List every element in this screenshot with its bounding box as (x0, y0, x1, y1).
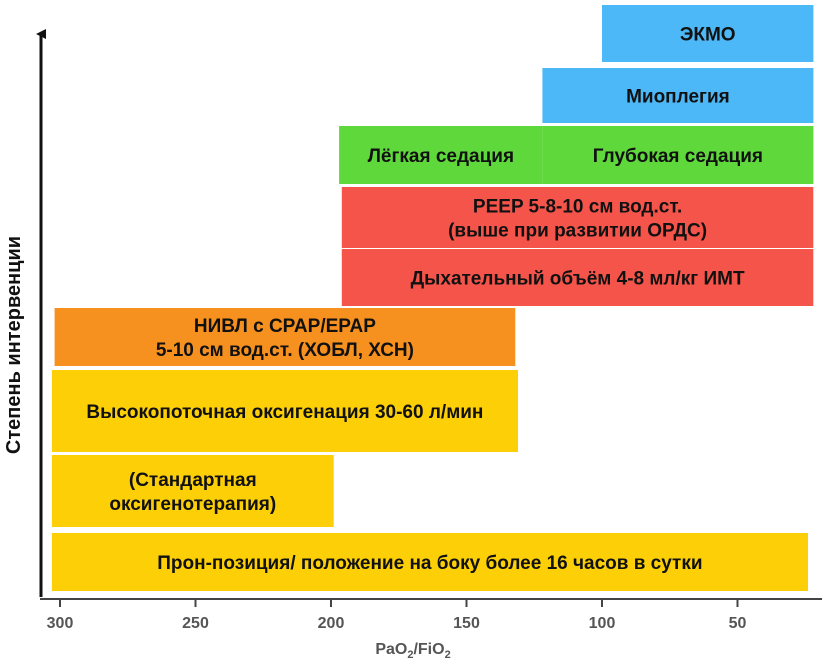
bar-prone (51, 533, 808, 591)
x-tick-label-250: 250 (182, 615, 209, 632)
x-axis-title-sub1: 2 (407, 649, 413, 661)
bar-label-niv-2: 5-10 см вод.ст. (ХОБЛ, ХСН) (156, 340, 414, 361)
ticks-layer: 300 250 200 150 100 50 (47, 599, 747, 632)
bar-ecmo (602, 5, 814, 62)
bar-label-light-sedation-1: Лёгкая седация (368, 146, 514, 167)
bar-label-deep-sedation-1: Глубокая седация (593, 146, 763, 167)
bar-label-standard-o2-2: оксигенотерапия) (109, 494, 276, 515)
bar-niv (54, 308, 516, 366)
bar-high-flow (51, 370, 519, 452)
bar-light-sedation (339, 126, 543, 184)
bar-label-myoplegia-1: Миоплегия (626, 87, 730, 108)
bar-label-peep-1: PEEP 5-8-10 см вод.ст. (473, 197, 682, 218)
bar-label-ecmo-1: ЭКМО (680, 25, 736, 46)
bar-standard-o2 (51, 455, 334, 527)
x-tick-label-100: 100 (589, 615, 616, 632)
bar-label-standard-o2-1: (Стандартная (129, 470, 257, 491)
bars-layer: ЭКМО Миоплегия Лёгкая седация Глубокая седа… (51, 5, 814, 591)
bar-deep-sedation (542, 126, 814, 184)
x-tick-label-300: 300 (47, 615, 74, 632)
bar-myoplegia (542, 68, 814, 123)
bar-peep (341, 187, 814, 248)
x-tick-label-200: 200 (318, 615, 345, 632)
x-axis-title-main: PaO (375, 641, 407, 658)
x-axis-title: PaO2/FiO2 (375, 641, 450, 661)
bar-label-prone-1: Прон-позиция/ положение на боку более 16… (157, 553, 702, 574)
bar-label-high-flow-1: Высокопоточная оксигенация 30-60 л/мин (86, 402, 483, 423)
bar-label-peep-2: (выше при развитии ОРДС) (448, 221, 707, 242)
x-tick-label-50: 50 (729, 615, 747, 632)
bar-label-tidal-volume-1: Дыхательный объём 4-8 мл/кг ИМТ (411, 269, 745, 290)
bar-label-niv-1: НИВЛ с CPAP/EPAP (194, 316, 376, 337)
x-tick-label-150: 150 (453, 615, 480, 632)
x-axis-title-slash: /FiO (413, 641, 444, 658)
y-axis-title: Степень интервенции (3, 236, 25, 454)
x-axis-title-sub2: 2 (445, 649, 451, 661)
bar-tidal-volume (341, 249, 814, 306)
